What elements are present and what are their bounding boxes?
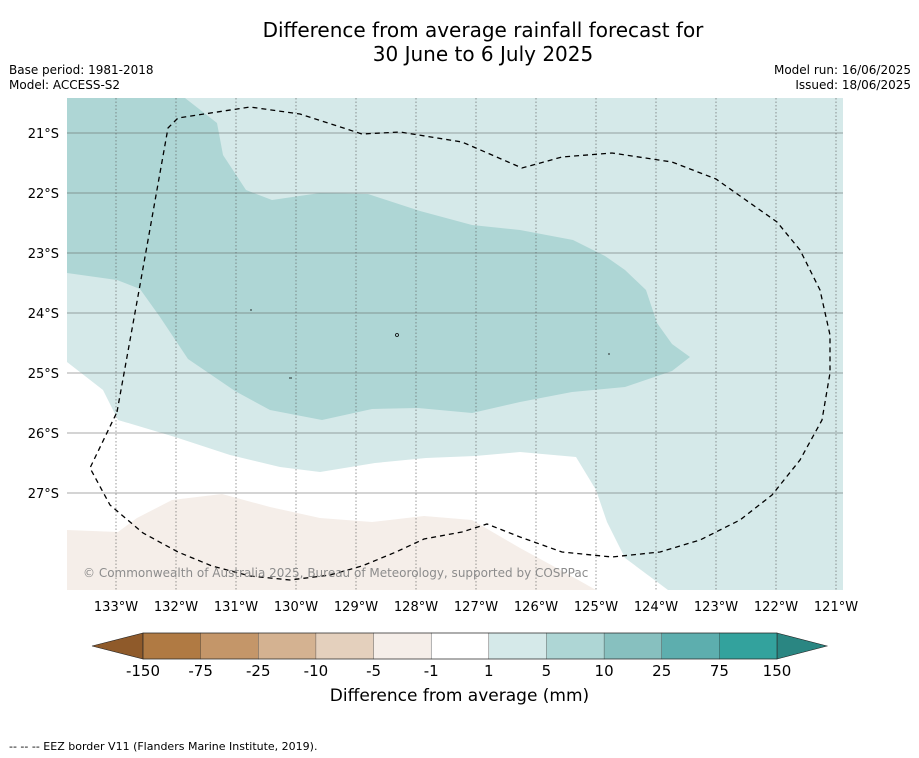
- colorbar-tick-label: -75: [188, 662, 213, 680]
- lon-label: 130°W: [274, 600, 318, 615]
- lon-label: 122°W: [754, 600, 798, 615]
- lon-label: 126°W: [514, 600, 558, 615]
- footnote: -- -- -- EEZ border V11 (Flanders Marine…: [9, 740, 318, 753]
- base-period: Base period: 1981-2018: [9, 63, 154, 77]
- lat-label: 22°S: [28, 187, 59, 202]
- lat-labels: 21°S 22°S 23°S 24°S 25°S 26°S 27°S: [28, 127, 59, 502]
- colorbar-segment: [258, 632, 317, 660]
- lon-label: 124°W: [634, 600, 678, 615]
- colorbar-tick-label: 10: [595, 662, 614, 680]
- colorbar: -150 -75 -25 -10 -5 -1 1 5 10 25 75 150: [91, 632, 829, 680]
- lat-label: 27°S: [28, 487, 59, 502]
- colorbar-tick-label: -5: [366, 662, 381, 680]
- colorbar-under-arrow: [91, 632, 144, 660]
- colorbar-segment: [373, 632, 432, 660]
- light-brown-region: [67, 494, 596, 590]
- eez-border: [89, 106, 831, 581]
- colorbar-tick-label: 75: [710, 662, 729, 680]
- copyright-notice: © Commonwealth of Australia 2025, Bureau…: [83, 566, 588, 580]
- colorbar-segment: [488, 632, 547, 660]
- lon-label: 129°W: [334, 600, 378, 615]
- gridlines: [67, 98, 843, 590]
- lon-label: 128°W: [394, 600, 438, 615]
- colorbar-tick-label: 1: [484, 662, 494, 680]
- colorbar-outline: [142, 632, 778, 660]
- colorbar-segment: [603, 632, 663, 660]
- lon-label: 123°W: [694, 600, 738, 615]
- colorbar-over-arrow: [776, 632, 829, 660]
- model-name: Model: ACCESS-S2: [9, 78, 121, 92]
- colorbar-tick-label: -150: [126, 662, 160, 680]
- lon-label: 127°W: [454, 600, 498, 615]
- meta-right: Model run: 16/06/2025 Issued: 18/06/2025: [774, 63, 911, 93]
- colorbar-segment: [661, 632, 720, 660]
- issued-date: Issued: 18/06/2025: [795, 78, 911, 92]
- lon-label: 132°W: [154, 600, 198, 615]
- lon-label: 131°W: [214, 600, 258, 615]
- title-line-1: Difference from average rainfall forecas…: [262, 18, 704, 42]
- lon-label: 121°W: [814, 600, 858, 615]
- colorbar-segment: [315, 632, 375, 660]
- colorbar-label: Difference from average (mm): [329, 686, 590, 706]
- colorbar-segment: [430, 632, 490, 660]
- lat-label: 21°S: [28, 127, 59, 142]
- lat-label: 23°S: [28, 247, 59, 262]
- colorbar-tick-label: -1: [424, 662, 439, 680]
- model-run: Model run: 16/06/2025: [773, 63, 911, 77]
- meta-left: Base period: 1981-2018 Model: ACCESS-S2: [9, 63, 154, 93]
- island-mark: [395, 333, 399, 337]
- island-marks: [250, 309, 610, 379]
- map-panel: © Commonwealth of Australia 2025, Bureau…: [67, 98, 843, 590]
- lat-label: 24°S: [28, 307, 59, 322]
- title-line-2: 30 June to 6 July 2025: [372, 42, 594, 66]
- colorbar-segment: [546, 632, 605, 660]
- lon-labels: 133°W 132°W 131°W 130°W 129°W 128°W 127°…: [94, 600, 858, 615]
- colorbar-segment: [142, 632, 202, 660]
- colorbar-segment: [719, 632, 778, 660]
- map-title: Difference from average rainfall forecas…: [0, 18, 919, 66]
- colorbar-tick-label: 150: [763, 662, 792, 680]
- colorbar-tick-label: 5: [542, 662, 552, 680]
- colorbar-ticks: -150 -75 -25 -10 -5 -1 1 5 10 25 75 150: [126, 662, 791, 680]
- colorbar-segment: [200, 632, 259, 660]
- lon-label: 125°W: [574, 600, 618, 615]
- colorbar-tick-label: -10: [304, 662, 329, 680]
- lat-label: 26°S: [28, 427, 59, 442]
- colorbar-tick-label: -25: [246, 662, 271, 680]
- lon-label: 133°W: [94, 600, 138, 615]
- colorbar-segments: [142, 632, 778, 660]
- mid-teal-region: [67, 98, 690, 420]
- colorbar-tick-label: 25: [652, 662, 671, 680]
- lat-label: 25°S: [28, 367, 59, 382]
